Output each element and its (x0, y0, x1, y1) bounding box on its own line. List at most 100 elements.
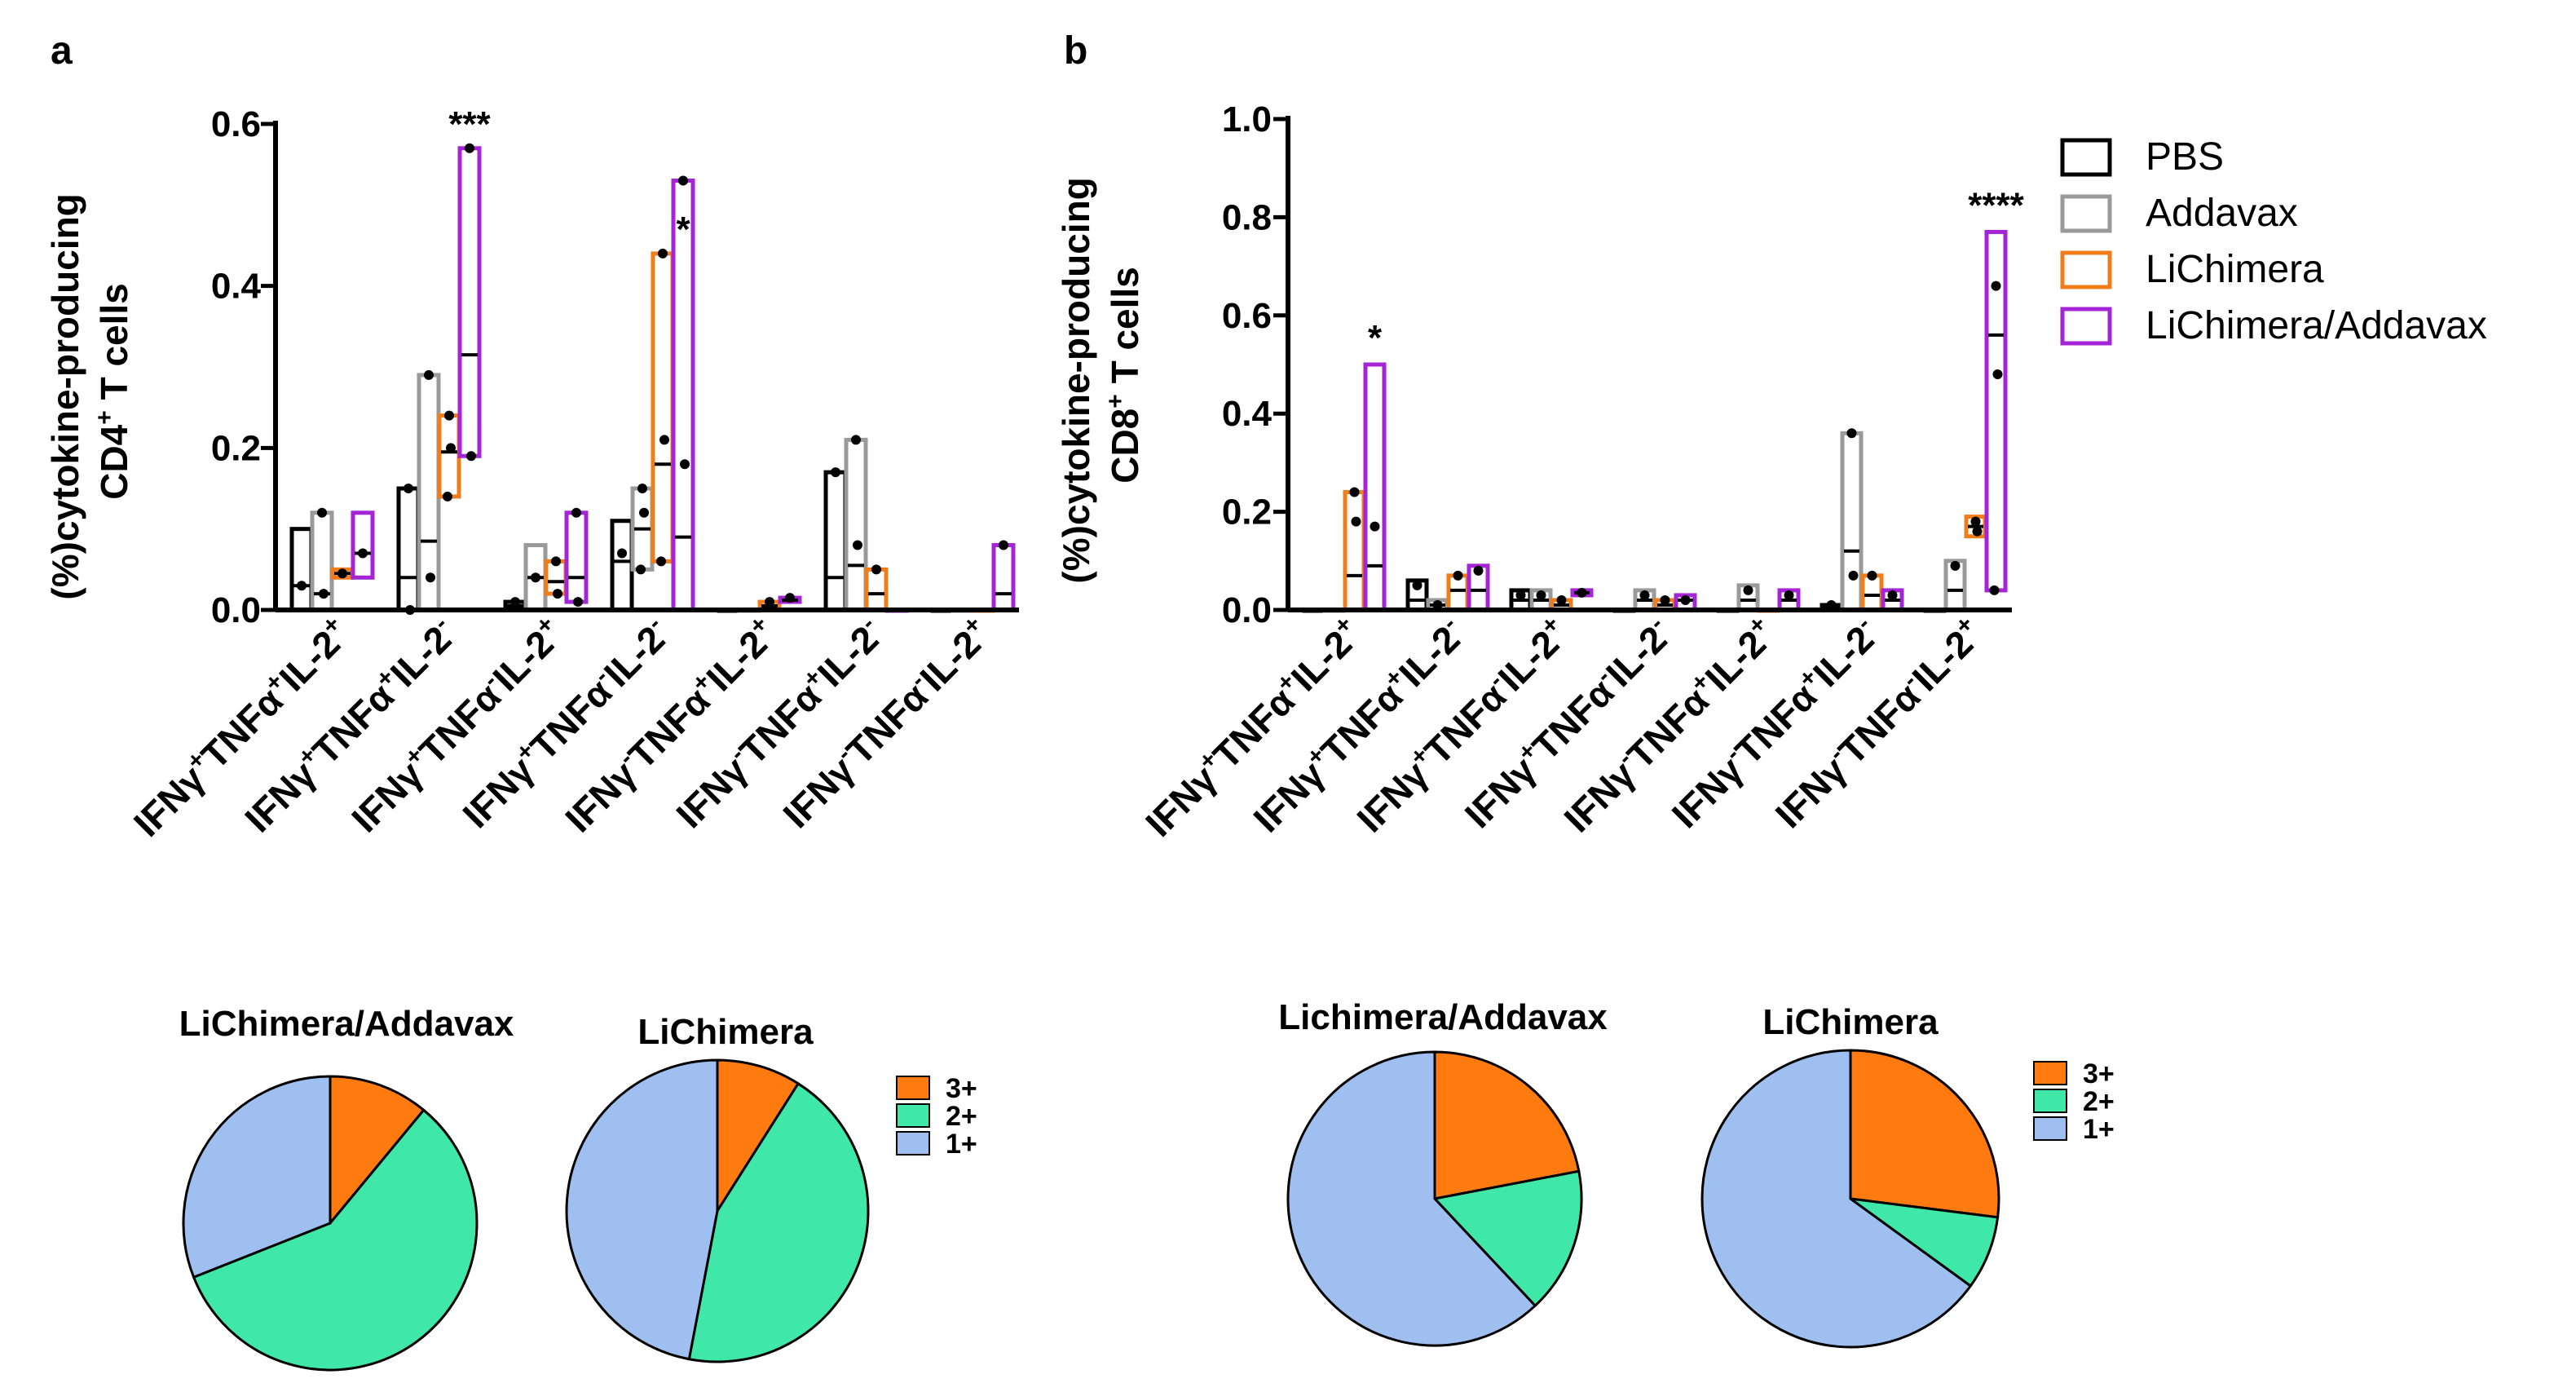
data-point (510, 597, 520, 608)
data-point (1743, 585, 1753, 595)
data-point (551, 556, 561, 567)
pie-slice (1286, 1050, 1537, 1347)
significance-label: * (1368, 318, 1383, 358)
data-point (337, 568, 347, 579)
data-point (765, 597, 774, 608)
pie-legend-swatch (2033, 1061, 2067, 1085)
data-point (317, 507, 327, 518)
data-point (853, 540, 862, 550)
y-axis-label-a: (%)cytokine-producing CD4+ T cells (44, 183, 135, 599)
data-point (1991, 281, 2001, 291)
data-point (1887, 590, 1898, 600)
data-point (999, 540, 1008, 550)
y-tick-label: 0.4 (1222, 394, 1273, 434)
legend-label: LiChimera (2146, 248, 2324, 291)
pie-legend-label: 1+ (2083, 1114, 2115, 1145)
data-point (1660, 594, 1670, 605)
data-point (1432, 599, 1443, 610)
pie-slice (687, 1081, 870, 1363)
pie-title: LiChimera (1762, 1002, 1939, 1042)
pie-legend-swatch (896, 1131, 930, 1155)
data-point (1639, 590, 1650, 600)
data-point (1680, 594, 1691, 605)
chart-a: 0.00.20.40.6IFNγ+TNFα+IL-2+IFNγ+TNFα+IL-… (126, 104, 1019, 845)
legend-swatch (2060, 307, 2112, 346)
data-point (1536, 590, 1546, 600)
pie-legend-swatch (896, 1103, 930, 1128)
pie-legend-label: 3+ (946, 1073, 977, 1104)
data-point (785, 593, 795, 603)
data-point (1370, 521, 1380, 532)
pie-title: LiChimera (637, 1012, 814, 1052)
data-point (426, 572, 435, 583)
panel-label-a: a (51, 29, 73, 73)
data-point (1970, 516, 1981, 527)
data-point (297, 581, 307, 591)
data-point (465, 143, 474, 153)
data-point (1826, 599, 1837, 610)
bar (823, 470, 848, 612)
bar (864, 567, 889, 612)
data-point (1412, 580, 1423, 590)
pie-slice (329, 1075, 426, 1227)
data-point (1784, 590, 1794, 600)
data-point (446, 443, 456, 453)
data-point (466, 451, 476, 462)
bar (1840, 431, 1864, 612)
pie-legend-label: 3+ (2083, 1058, 2115, 1089)
legend: PBS Addavax LiChimera LiChimera/Addavax (2060, 135, 2487, 347)
data-point (404, 484, 413, 493)
data-point (1848, 570, 1859, 581)
data-point (553, 589, 562, 599)
data-point (1515, 590, 1526, 600)
legend-label: LiChimera/Addavax (2146, 304, 2487, 347)
data-point (678, 175, 688, 186)
data-point (319, 589, 329, 599)
bar (610, 519, 634, 612)
pie-slice (1850, 1197, 2000, 1288)
bar (437, 413, 461, 499)
y-tick-label: 0.2 (1222, 493, 1272, 532)
bar (564, 510, 589, 604)
pie-slice (1433, 1050, 1581, 1200)
data-point (1846, 428, 1857, 439)
data-point (358, 548, 368, 559)
legend-label: PBS (2146, 135, 2224, 179)
significance-label: **** (1968, 185, 2024, 225)
data-point (680, 459, 690, 470)
pie-slice (1700, 1049, 1973, 1349)
data-point (1867, 570, 1877, 581)
data-point (1453, 570, 1463, 581)
data-point (1349, 487, 1360, 497)
pie-legend-swatch (896, 1076, 930, 1100)
data-point (637, 484, 647, 493)
pie-slice (192, 1108, 479, 1372)
data-point (443, 491, 452, 502)
data-point (617, 548, 627, 559)
data-point (1989, 585, 2000, 595)
data-point (659, 435, 669, 445)
legend-swatch (2060, 250, 2112, 289)
pie-slice (565, 1058, 719, 1361)
y-tick-label: 0.0 (211, 590, 261, 630)
panel-label-b: b (1064, 29, 1087, 73)
bar (396, 486, 421, 612)
bar (1343, 490, 1366, 612)
y-tick-label: 0.8 (1222, 197, 1272, 237)
bar (1446, 573, 1470, 612)
y-tick-label: 0.6 (1222, 296, 1272, 336)
bar (351, 510, 375, 580)
pie-title: LiChimera/Addavax (179, 1004, 514, 1044)
significance-label: *** (448, 104, 491, 144)
data-point (573, 597, 583, 608)
pie-slice (1432, 1169, 1583, 1308)
legend-swatch (2060, 194, 2112, 233)
data-point (1972, 526, 1983, 537)
bar (1363, 362, 1387, 612)
data-point (444, 410, 454, 421)
bar (289, 527, 314, 612)
data-point (871, 564, 881, 575)
data-point (636, 564, 646, 575)
significance-label: * (676, 210, 690, 250)
